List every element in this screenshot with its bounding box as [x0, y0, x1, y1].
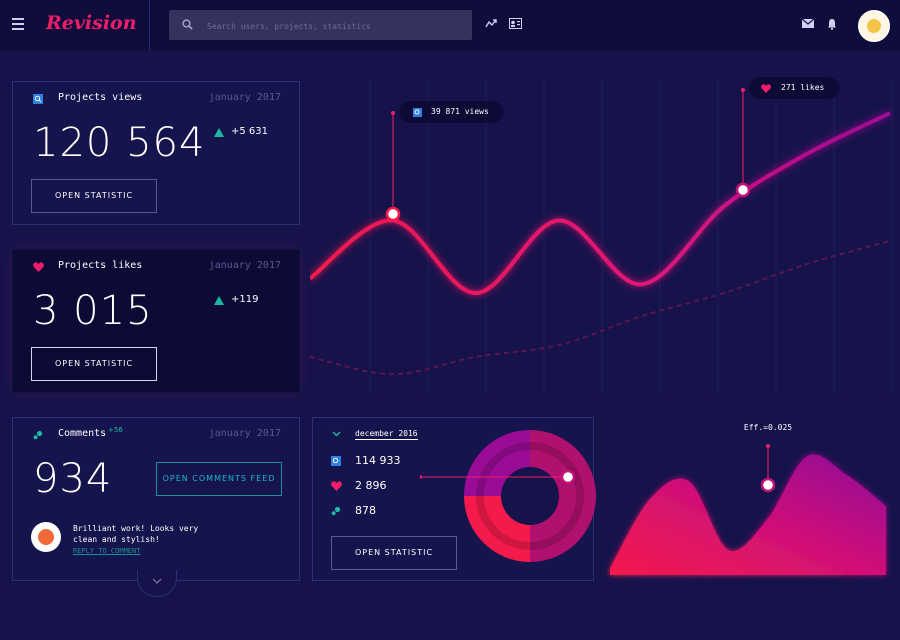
open-comments-feed-button[interactable]: OPEN COMMENTS FEED — [156, 462, 282, 496]
chevron-down-icon[interactable] — [332, 431, 341, 437]
views-tooltip: 39 871 views — [399, 101, 503, 123]
comments-icon — [33, 430, 43, 440]
donut-slice — [530, 430, 596, 562]
expand-tab[interactable] — [137, 570, 177, 597]
december-likes: 2 896 — [355, 479, 387, 492]
likes-tooltip-text: 271 likes — [781, 83, 825, 92]
card-title: Comments — [58, 428, 107, 439]
area-series — [610, 454, 886, 575]
open-statistic-button[interactable]: OPEN STATISTIC — [31, 179, 157, 213]
area-marker[interactable] — [760, 477, 776, 493]
series-1-line — [310, 111, 891, 296]
hamburger-menu-icon[interactable] — [12, 18, 24, 30]
heart-icon — [761, 84, 771, 93]
contact-card-icon[interactable] — [509, 18, 522, 29]
comments-badge: +56 — [108, 426, 123, 434]
comment-text: Brilliant work! Looks very clean and sty… — [73, 524, 199, 544]
bell-icon[interactable] — [827, 18, 837, 30]
donut-marker[interactable] — [560, 469, 576, 485]
card-date: january 2017 — [208, 92, 281, 103]
comments-icon — [331, 506, 341, 516]
search-icon — [413, 108, 422, 117]
likes-marker[interactable] — [735, 182, 751, 198]
chart-grid — [369, 80, 893, 395]
december-views: 114 933 — [355, 454, 401, 467]
trend-up-icon — [214, 128, 224, 137]
brand-logo[interactable]: Revision — [46, 12, 137, 34]
likes-tooltip: 271 likes — [749, 77, 839, 99]
series-2-line — [310, 239, 891, 376]
open-statistic-button[interactable]: OPEN STATISTIC — [331, 536, 457, 570]
views-tooltip-text: 39 871 views — [431, 107, 489, 116]
views-marker[interactable] — [385, 206, 401, 222]
reply-link[interactable]: REPLY TO COMMENT — [73, 547, 141, 555]
user-avatar[interactable] — [858, 10, 890, 42]
heart-icon — [33, 262, 44, 272]
donut-pointer-dot — [420, 475, 422, 479]
area-pointer-dot — [766, 444, 770, 448]
december-comments: 878 — [355, 504, 376, 517]
top-bar: Revision — [0, 0, 900, 50]
heart-icon — [331, 481, 342, 491]
views-pointer-dot — [391, 111, 395, 115]
commenter-avatar — [31, 522, 61, 552]
card-date: january 2017 — [208, 260, 281, 271]
projects-views-card: Projects views january 2017 120 564 +5 6… — [12, 81, 300, 225]
search-icon — [331, 456, 341, 466]
likes-pointer-dot — [741, 88, 745, 92]
chevron-down-icon — [152, 578, 162, 584]
mail-icon[interactable] — [802, 19, 814, 28]
card-title: Projects views — [58, 92, 143, 103]
search-input[interactable] — [205, 15, 464, 37]
period-selector[interactable]: december 2016 — [355, 429, 418, 440]
avatar-image — [867, 19, 881, 33]
card-date: january 2017 — [208, 428, 281, 439]
main-line-chart — [310, 80, 893, 395]
likes-value: 3 015 — [33, 288, 153, 334]
search-icon — [33, 94, 43, 104]
comments-card: Comments +56 january 2017 934 OPEN COMME… — [12, 417, 300, 581]
views-value: 120 564 — [33, 120, 206, 166]
search-bar[interactable] — [169, 10, 472, 40]
likes-delta: +119 — [231, 294, 259, 305]
chart-trend-icon[interactable] — [485, 18, 497, 30]
donut-chart — [420, 430, 596, 562]
area-label: Eff.=0.025 — [744, 423, 792, 432]
card-title: Projects likes — [58, 260, 143, 271]
trend-up-icon — [214, 296, 224, 305]
views-delta: +5 631 — [231, 126, 269, 137]
donut-hole — [501, 467, 559, 525]
area-chart: Eff.=0.025 — [610, 423, 886, 575]
projects-likes-card: Projects likes january 2017 3 015 +119 O… — [12, 249, 300, 393]
open-statistic-button[interactable]: OPEN STATISTIC — [31, 347, 157, 381]
search-icon — [182, 19, 193, 30]
comments-value: 934 — [33, 456, 113, 502]
divider — [149, 0, 150, 50]
donut-inner-ring — [476, 442, 584, 550]
